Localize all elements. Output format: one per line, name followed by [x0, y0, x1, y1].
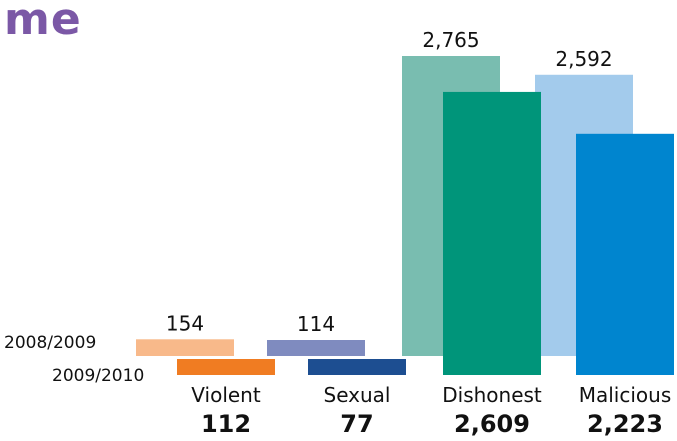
bar-2009-2010-malicious [576, 133, 674, 375]
legend-label-2009-2010: 2009/2010 [52, 366, 144, 386]
legend-label-2008-2009: 2008/2009 [4, 333, 96, 353]
category-label-dishonest: Dishonest [442, 383, 542, 407]
value-label-2009-2010-violent: 112 [201, 410, 251, 438]
bar-2009-2010-dishonest [443, 91, 541, 376]
value-label-2009-2010-dishonest: 2,609 [454, 410, 530, 438]
category-label-malicious: Malicious [579, 383, 672, 407]
bar-2008-2009-violent [136, 339, 234, 356]
value-label-2009-2010-malicious: 2,223 [587, 410, 663, 438]
value-label-2008-2009-dishonest: 2,765 [422, 28, 479, 52]
bar-2008-2009-sexual [267, 340, 365, 356]
category-label-sexual: Sexual [324, 383, 391, 407]
value-label-2009-2010-sexual: 77 [340, 410, 373, 438]
value-label-2008-2009-violent: 154 [166, 311, 204, 335]
bar-2009-2010-violent [177, 359, 275, 375]
value-label-2008-2009-malicious: 2,592 [555, 47, 612, 71]
bar-2009-2010-sexual [308, 359, 406, 375]
value-label-2008-2009-sexual: 114 [297, 312, 335, 336]
category-label-violent: Violent [191, 383, 261, 407]
chart-title-fragment: me [4, 0, 82, 45]
